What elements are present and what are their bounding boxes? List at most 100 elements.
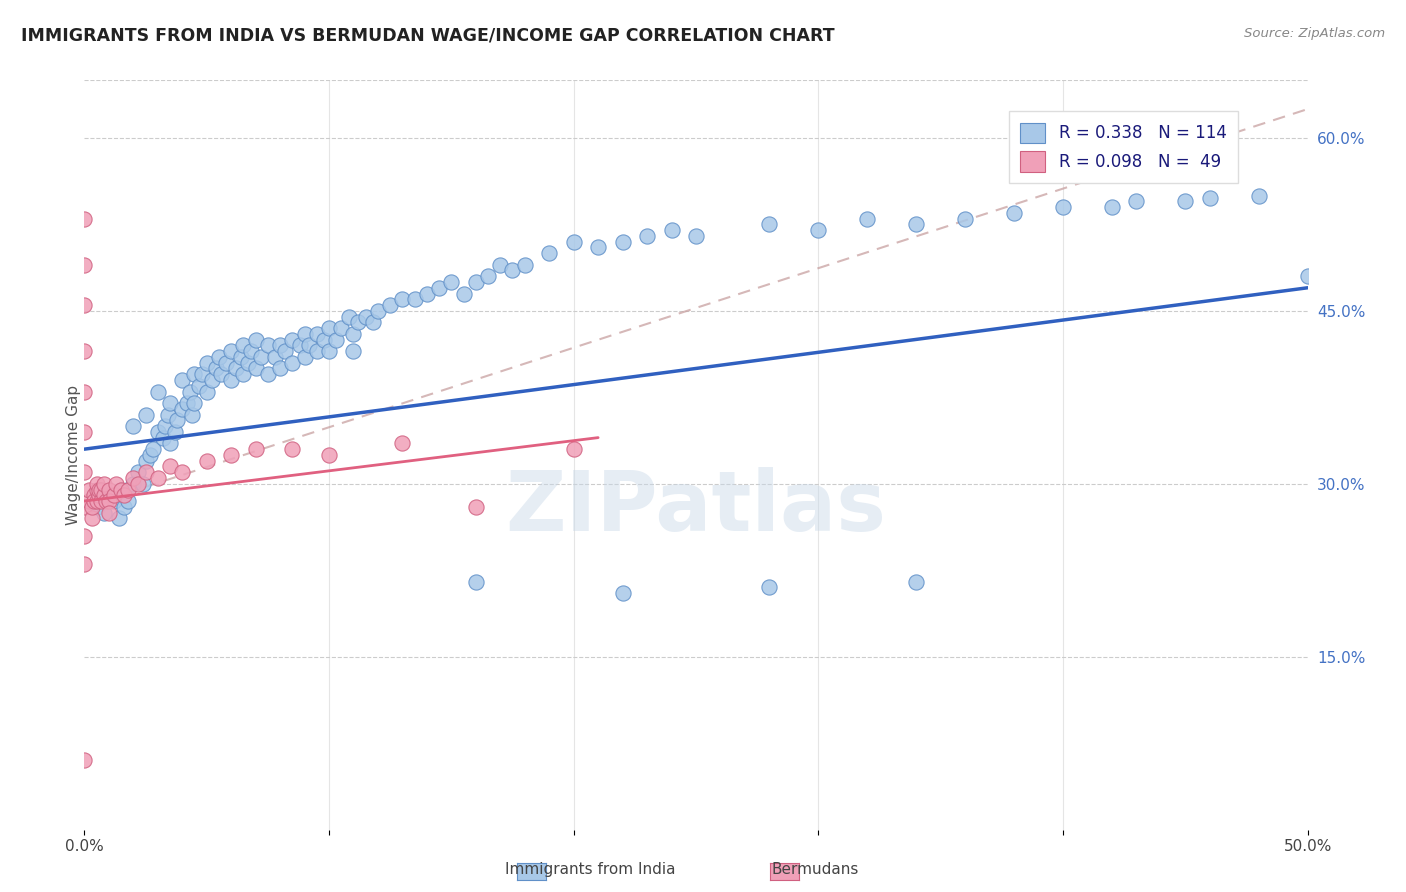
Point (391, 436, 413, 450)
Point (183, 368, 205, 382)
Point (195, 356, 218, 370)
Point (86, 500, 108, 514)
Point (191, 368, 214, 382)
Point (245, 333, 267, 347)
Point (117, 494, 139, 508)
Point (205, 361, 228, 376)
Point (103, 488, 125, 502)
Point (86, 476, 108, 491)
Point (257, 338, 280, 352)
Point (453, 286, 475, 301)
Point (245, 442, 267, 457)
Point (80, 511, 103, 525)
Point (73, 528, 96, 542)
Point (172, 401, 194, 416)
Point (107, 511, 129, 525)
Point (264, 350, 287, 364)
Text: Source: ZipAtlas.com: Source: ZipAtlas.com (1244, 27, 1385, 40)
Point (103, 494, 125, 508)
Point (146, 384, 169, 399)
Point (427, 281, 450, 295)
Point (391, 293, 413, 307)
Point (96, 494, 118, 508)
Point (1247, 188, 1270, 202)
Point (562, 235, 585, 249)
Point (1052, 200, 1074, 214)
Point (153, 419, 176, 434)
Point (330, 321, 353, 335)
Point (188, 378, 211, 392)
Point (73, 500, 96, 514)
Point (73, 344, 96, 359)
Point (513, 258, 536, 272)
Point (219, 344, 242, 359)
Point (97, 506, 120, 520)
Point (110, 483, 132, 497)
Point (229, 350, 252, 364)
Point (122, 476, 145, 491)
Point (477, 269, 499, 284)
Point (73, 558, 96, 572)
Point (135, 408, 157, 422)
Point (758, 218, 780, 232)
Point (195, 384, 218, 399)
Point (464, 275, 486, 289)
Point (135, 453, 157, 467)
Point (685, 228, 707, 243)
Text: IMMIGRANTS FROM INDIA VS BERMUDAN WAGE/INCOME GAP CORRELATION CHART: IMMIGRANTS FROM INDIA VS BERMUDAN WAGE/I… (21, 27, 835, 45)
Point (127, 476, 149, 491)
Point (274, 344, 297, 359)
Point (238, 356, 260, 370)
Point (97, 488, 120, 502)
Point (112, 500, 135, 514)
Point (347, 315, 370, 329)
Point (73, 258, 96, 272)
Text: ZIPatlas: ZIPatlas (506, 467, 886, 548)
Point (122, 471, 145, 485)
Point (305, 326, 328, 341)
Point (90, 494, 112, 508)
Text: Immigrants from India: Immigrants from India (505, 863, 676, 877)
Point (86, 483, 108, 497)
Point (354, 310, 377, 324)
Point (183, 396, 205, 410)
Point (404, 293, 426, 307)
Point (90, 483, 112, 497)
Point (172, 373, 194, 387)
Point (152, 431, 174, 445)
Point (225, 361, 247, 376)
Point (87, 488, 110, 502)
Point (156, 408, 179, 422)
Point (135, 465, 157, 479)
Point (163, 425, 186, 439)
Point (93, 488, 115, 502)
Point (337, 310, 360, 324)
Point (807, 223, 830, 237)
Point (294, 350, 316, 364)
Legend: R = 0.338   N = 114, R = 0.098   N =  49: R = 0.338 N = 114, R = 0.098 N = 49 (1008, 112, 1239, 184)
Point (305, 344, 328, 359)
Point (440, 275, 463, 289)
Point (416, 286, 439, 301)
Point (195, 453, 218, 467)
Point (208, 350, 231, 364)
Point (502, 263, 524, 277)
Point (342, 326, 364, 341)
Point (97, 483, 120, 497)
Point (612, 586, 634, 600)
Point (1296, 269, 1319, 284)
Point (215, 356, 238, 370)
Point (953, 211, 976, 226)
Text: Bermudans: Bermudans (772, 863, 859, 877)
Point (80, 500, 103, 514)
Point (146, 471, 169, 485)
Y-axis label: Wage/Income Gap: Wage/Income Gap (66, 384, 80, 525)
Point (489, 258, 512, 272)
Point (288, 338, 311, 352)
Point (139, 448, 162, 462)
Point (380, 298, 402, 312)
Point (1002, 206, 1025, 220)
Point (856, 211, 879, 226)
Point (294, 326, 316, 341)
Point (159, 396, 181, 410)
